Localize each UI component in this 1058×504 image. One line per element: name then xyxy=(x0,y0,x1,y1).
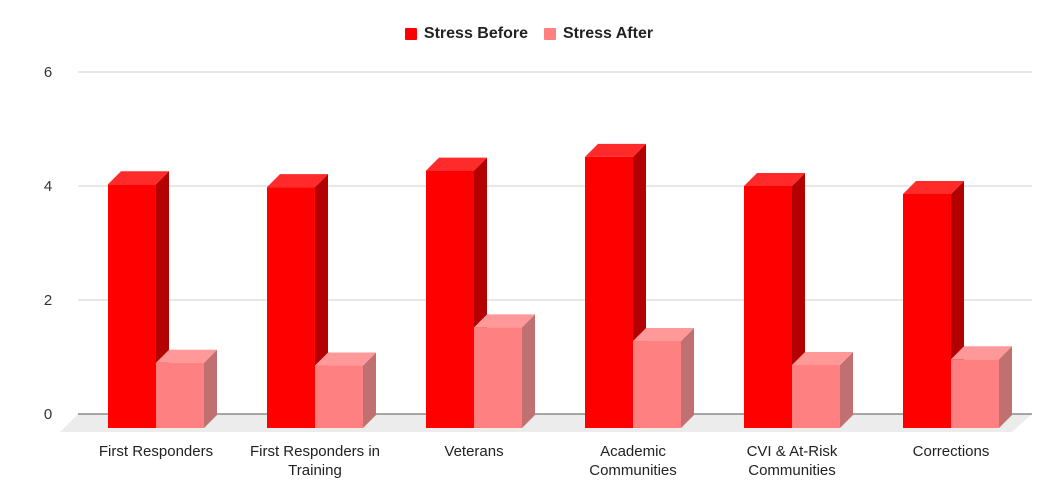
bar-top xyxy=(633,328,694,342)
y-tick-label: 4 xyxy=(44,178,52,195)
bar-top xyxy=(315,352,376,366)
x-tick-label-line: Communities xyxy=(748,462,836,479)
bar-side xyxy=(999,346,1012,428)
legend-label-stress-before: Stress Before xyxy=(423,25,528,42)
bar-front xyxy=(426,170,474,429)
x-tick-label-academic-communities: Academic Communities xyxy=(589,443,677,479)
x-tick-label-line: First Responders xyxy=(99,443,213,460)
x-tick-label-line: First Responders in xyxy=(250,443,380,460)
bar-top xyxy=(474,314,535,328)
bar-front xyxy=(108,184,156,428)
bar-top xyxy=(426,157,487,171)
legend: Stress Before Stress After xyxy=(0,25,1058,43)
x-tick-label-line: Corrections xyxy=(913,443,990,460)
bar-top xyxy=(792,351,853,365)
x-tick-label-veterans: Veterans xyxy=(444,443,503,460)
bar-front xyxy=(267,187,315,428)
y-tick-label: 6 xyxy=(44,64,52,81)
x-tick-label-line: CVI & At-Risk xyxy=(747,443,838,460)
bar-side xyxy=(363,352,376,428)
bar-veterans-stress-after xyxy=(474,314,535,428)
legend-swatch-stress-after xyxy=(543,28,556,40)
bar-corrections-stress-after xyxy=(951,346,1012,428)
bar-front xyxy=(474,327,522,428)
bar-top xyxy=(108,171,169,185)
x-tick-label-line: Communities xyxy=(589,462,677,479)
x-tick-label-cvi-at-risk-communities: CVI & At-Risk Communities xyxy=(747,443,838,479)
x-tick-label-line: Academic xyxy=(600,443,666,460)
bar-top xyxy=(585,143,646,157)
y-tick-label: 0 xyxy=(44,406,52,423)
bar-top xyxy=(744,173,805,186)
x-tick-label-first-responders-in-training: First Responders in Training xyxy=(250,443,380,479)
bar-front xyxy=(744,186,792,428)
x-tick-label-corrections: Corrections xyxy=(913,443,990,460)
x-tick-label-line: Veterans xyxy=(444,443,503,460)
bar-front xyxy=(315,365,363,428)
bar-academic-communities-stress-after xyxy=(633,328,694,428)
y-tick-label: 2 xyxy=(44,292,52,309)
bar-front xyxy=(792,364,840,428)
bar-side xyxy=(204,349,217,428)
bar-top xyxy=(951,346,1012,360)
bar-top xyxy=(267,174,328,188)
bar-first-responders-stress-after xyxy=(156,349,217,428)
bar-side xyxy=(522,314,535,428)
x-tick-label-first-responders: First Responders xyxy=(99,443,213,460)
legend-label-stress-after: Stress After xyxy=(562,25,654,42)
bar-side xyxy=(681,328,694,428)
bar-front xyxy=(633,341,681,428)
bar-first-responders-in-training-stress-after xyxy=(315,352,376,428)
x-tick-label-line: Training xyxy=(288,462,342,479)
legend-item-stress-before[interactable]: Stress Before xyxy=(404,25,528,43)
bar-front xyxy=(903,193,951,428)
bar-top xyxy=(156,349,217,363)
bar-front xyxy=(156,362,204,428)
bar-side xyxy=(840,351,853,428)
legend-item-stress-after[interactable]: Stress After xyxy=(543,25,654,43)
bar-front xyxy=(585,156,633,428)
bar-front xyxy=(951,359,999,428)
bar-cvi-at-risk-communities-stress-after xyxy=(792,351,853,428)
bar-top xyxy=(903,180,964,194)
legend-swatch-stress-before xyxy=(404,28,417,40)
